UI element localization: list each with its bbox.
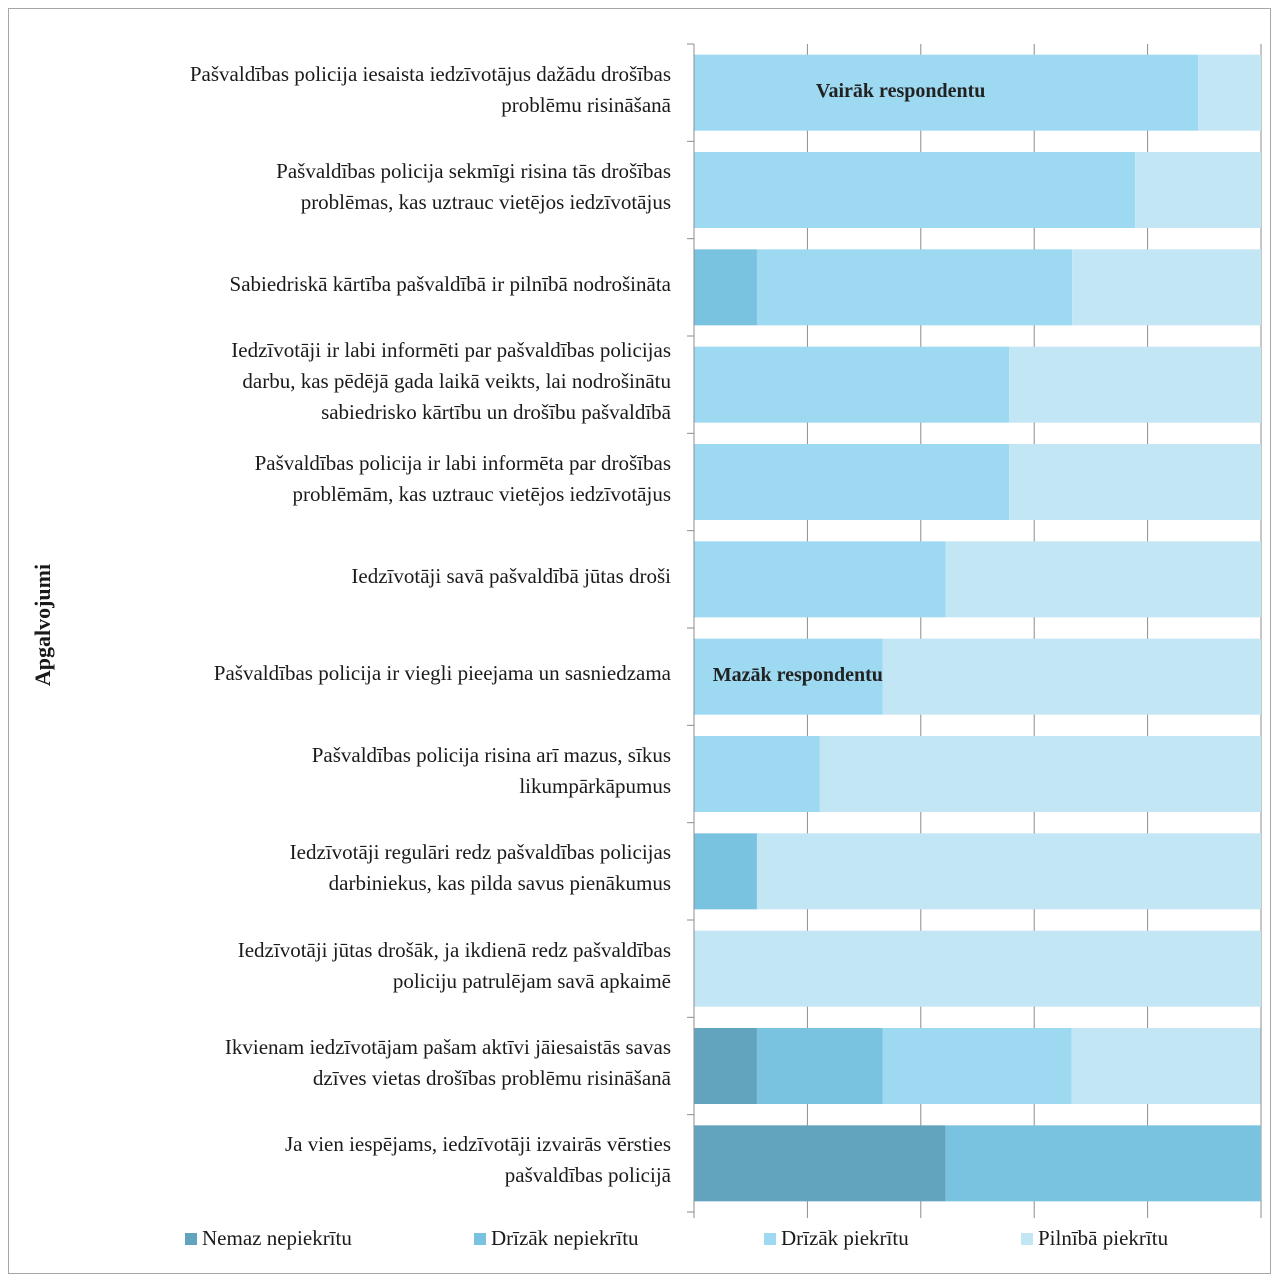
y-tick-label: Pašvaldības policija iesaista iedzīvotāj… xyxy=(71,59,671,121)
bar-segment xyxy=(694,444,1010,520)
legend: Nemaz nepiekrītu Drīzāk nepiekrītu Drīzāk … xyxy=(0,1226,1281,1258)
bar-segment xyxy=(945,1125,1261,1202)
legend-label: Drīzāk nepiekrītu xyxy=(491,1226,639,1250)
y-tick-label-line: Pašvaldības policija iesaista iedzīvotāj… xyxy=(189,61,671,86)
legend-item: Pilnībā piekrītu xyxy=(1021,1226,1168,1251)
y-tick-label-line: Pašvaldības policija sekmīgi risina tās … xyxy=(276,159,671,183)
y-tick-label-line: darbu, kas pēdējā gada laikā veikts, lai… xyxy=(242,369,671,394)
bar-segment xyxy=(756,249,1073,326)
y-tick-label-line: Ikvienam iedzīvotājam pašam aktīvi jāies… xyxy=(224,1035,671,1059)
y-tick-label-line: darbiniekus, kas pilda savus pienākumus xyxy=(328,871,671,896)
bar-segment xyxy=(694,930,1261,1007)
legend-swatch xyxy=(764,1232,776,1245)
y-tick-label: Pašvaldības policija ir viegli pieejama … xyxy=(71,658,671,689)
y-tick-label-line: Pašvaldības policija ir labi informēta p… xyxy=(254,451,671,475)
legend-item: Drīzāk piekrītu xyxy=(764,1226,909,1251)
bar-segment xyxy=(945,541,1261,618)
y-tick-label: Ja vien iespējams, iedzīvotāji izvairās … xyxy=(71,1129,671,1191)
bar-segment xyxy=(694,638,883,715)
bar-segment xyxy=(694,54,1199,131)
bar-segment xyxy=(694,346,1010,423)
y-tick-label-line: pašvaldības policijā xyxy=(504,1163,671,1188)
y-tick-label: Iedzīvotāji ir labi informēti par pašval… xyxy=(71,335,671,428)
y-tick-label: Iedzīvotāji savā pašvaldībā jūtas droši xyxy=(71,561,671,592)
y-tick-label: Pašvaldības policija sekmīgi risina tās … xyxy=(71,156,671,218)
y-tick-label: Pašvaldības policija risina arī mazus, s… xyxy=(71,740,671,802)
bar-segment xyxy=(1198,54,1261,131)
bar-segment xyxy=(756,833,1261,910)
annotation-label: Vairāk respondentu xyxy=(815,79,986,102)
y-tick-label: Ikvienam iedzīvotājam pašam aktīvi jāies… xyxy=(71,1032,671,1094)
legend-swatch xyxy=(1021,1232,1033,1245)
y-tick-label-line: problēmām, kas uztrauc vietējos iedzīvot… xyxy=(292,482,671,506)
y-tick-label-line: Iedzīvotāji ir labi informēti par pašval… xyxy=(231,338,671,363)
y-tick-label-line: Ja vien iespējams, iedzīvotāji izvairās … xyxy=(284,1132,671,1157)
bar-segment xyxy=(694,1028,757,1104)
bar-segment xyxy=(1072,249,1261,326)
y-tick-label: Pašvaldības policija ir labi informēta p… xyxy=(71,448,671,510)
y-tick-label-line: Iedzīvotāji jūtas drošāk, ja ikdienā red… xyxy=(237,937,671,962)
y-tick-label-line: dzīves vietas drošības problēmu risināša… xyxy=(312,1066,671,1090)
legend-swatch xyxy=(474,1232,486,1245)
legend-item: Drīzāk nepiekrītu xyxy=(474,1226,639,1251)
y-tick-label-line: policiju patrulējam savā apkaimē xyxy=(392,968,671,993)
y-tick-label: Sabiedriskā kārtība pašvaldībā ir pilnīb… xyxy=(71,269,671,300)
bar-segment xyxy=(882,638,1261,715)
bar-segment xyxy=(694,736,820,812)
bar-segment xyxy=(694,152,1136,228)
y-tick-label-line: Pašvaldības policija ir viegli pieejama … xyxy=(213,661,671,686)
bar-segment xyxy=(694,541,946,618)
legend-label: Nemaz nepiekrītu xyxy=(202,1226,352,1250)
annotation-label: Mazāk respondentu xyxy=(712,663,883,686)
y-tick-label-line: Sabiedriskā kārtība pašvaldībā ir pilnīb… xyxy=(229,271,671,296)
legend-item: Nemaz nepiekrītu xyxy=(185,1226,352,1251)
bar-segment xyxy=(1009,346,1261,423)
y-tick-label-line: Iedzīvotāji savā pašvaldībā jūtas droši xyxy=(351,563,671,588)
bar-segment xyxy=(819,736,1261,812)
y-tick-label-line: likumpārkāpumus xyxy=(519,774,671,798)
bar-segment xyxy=(694,249,757,326)
legend-label: Pilnībā piekrītu xyxy=(1038,1226,1169,1250)
y-tick-label-line: sabiedrisko kārtību un drošību pašvaldīb… xyxy=(321,400,671,425)
y-tick-label-line: problēmu risināšanā xyxy=(501,92,671,117)
legend-label: Drīzāk piekrītu xyxy=(781,1226,909,1250)
bar-segment xyxy=(1135,152,1261,228)
bar-segment xyxy=(882,1028,1072,1104)
y-axis-label: Apgalvojumi xyxy=(30,563,55,687)
y-tick-label: Iedzīvotāji regulāri redz pašvaldības po… xyxy=(71,837,671,899)
bar-segment xyxy=(694,833,757,910)
legend-swatch xyxy=(185,1232,197,1245)
y-tick-label-line: Pašvaldības policija risina arī mazus, s… xyxy=(311,743,671,767)
y-tick-label-line: problēmas, kas uztrauc vietējos iedzīvot… xyxy=(300,190,671,214)
bar-segment xyxy=(694,1125,946,1202)
bar-segment xyxy=(756,1028,883,1104)
y-tick-label-line: Iedzīvotāji regulāri redz pašvaldības po… xyxy=(289,840,671,865)
bar-segment xyxy=(1009,444,1261,520)
y-tick-label: Iedzīvotāji jūtas drošāk, ja ikdienā red… xyxy=(71,935,671,997)
bar-segment xyxy=(1071,1028,1261,1104)
